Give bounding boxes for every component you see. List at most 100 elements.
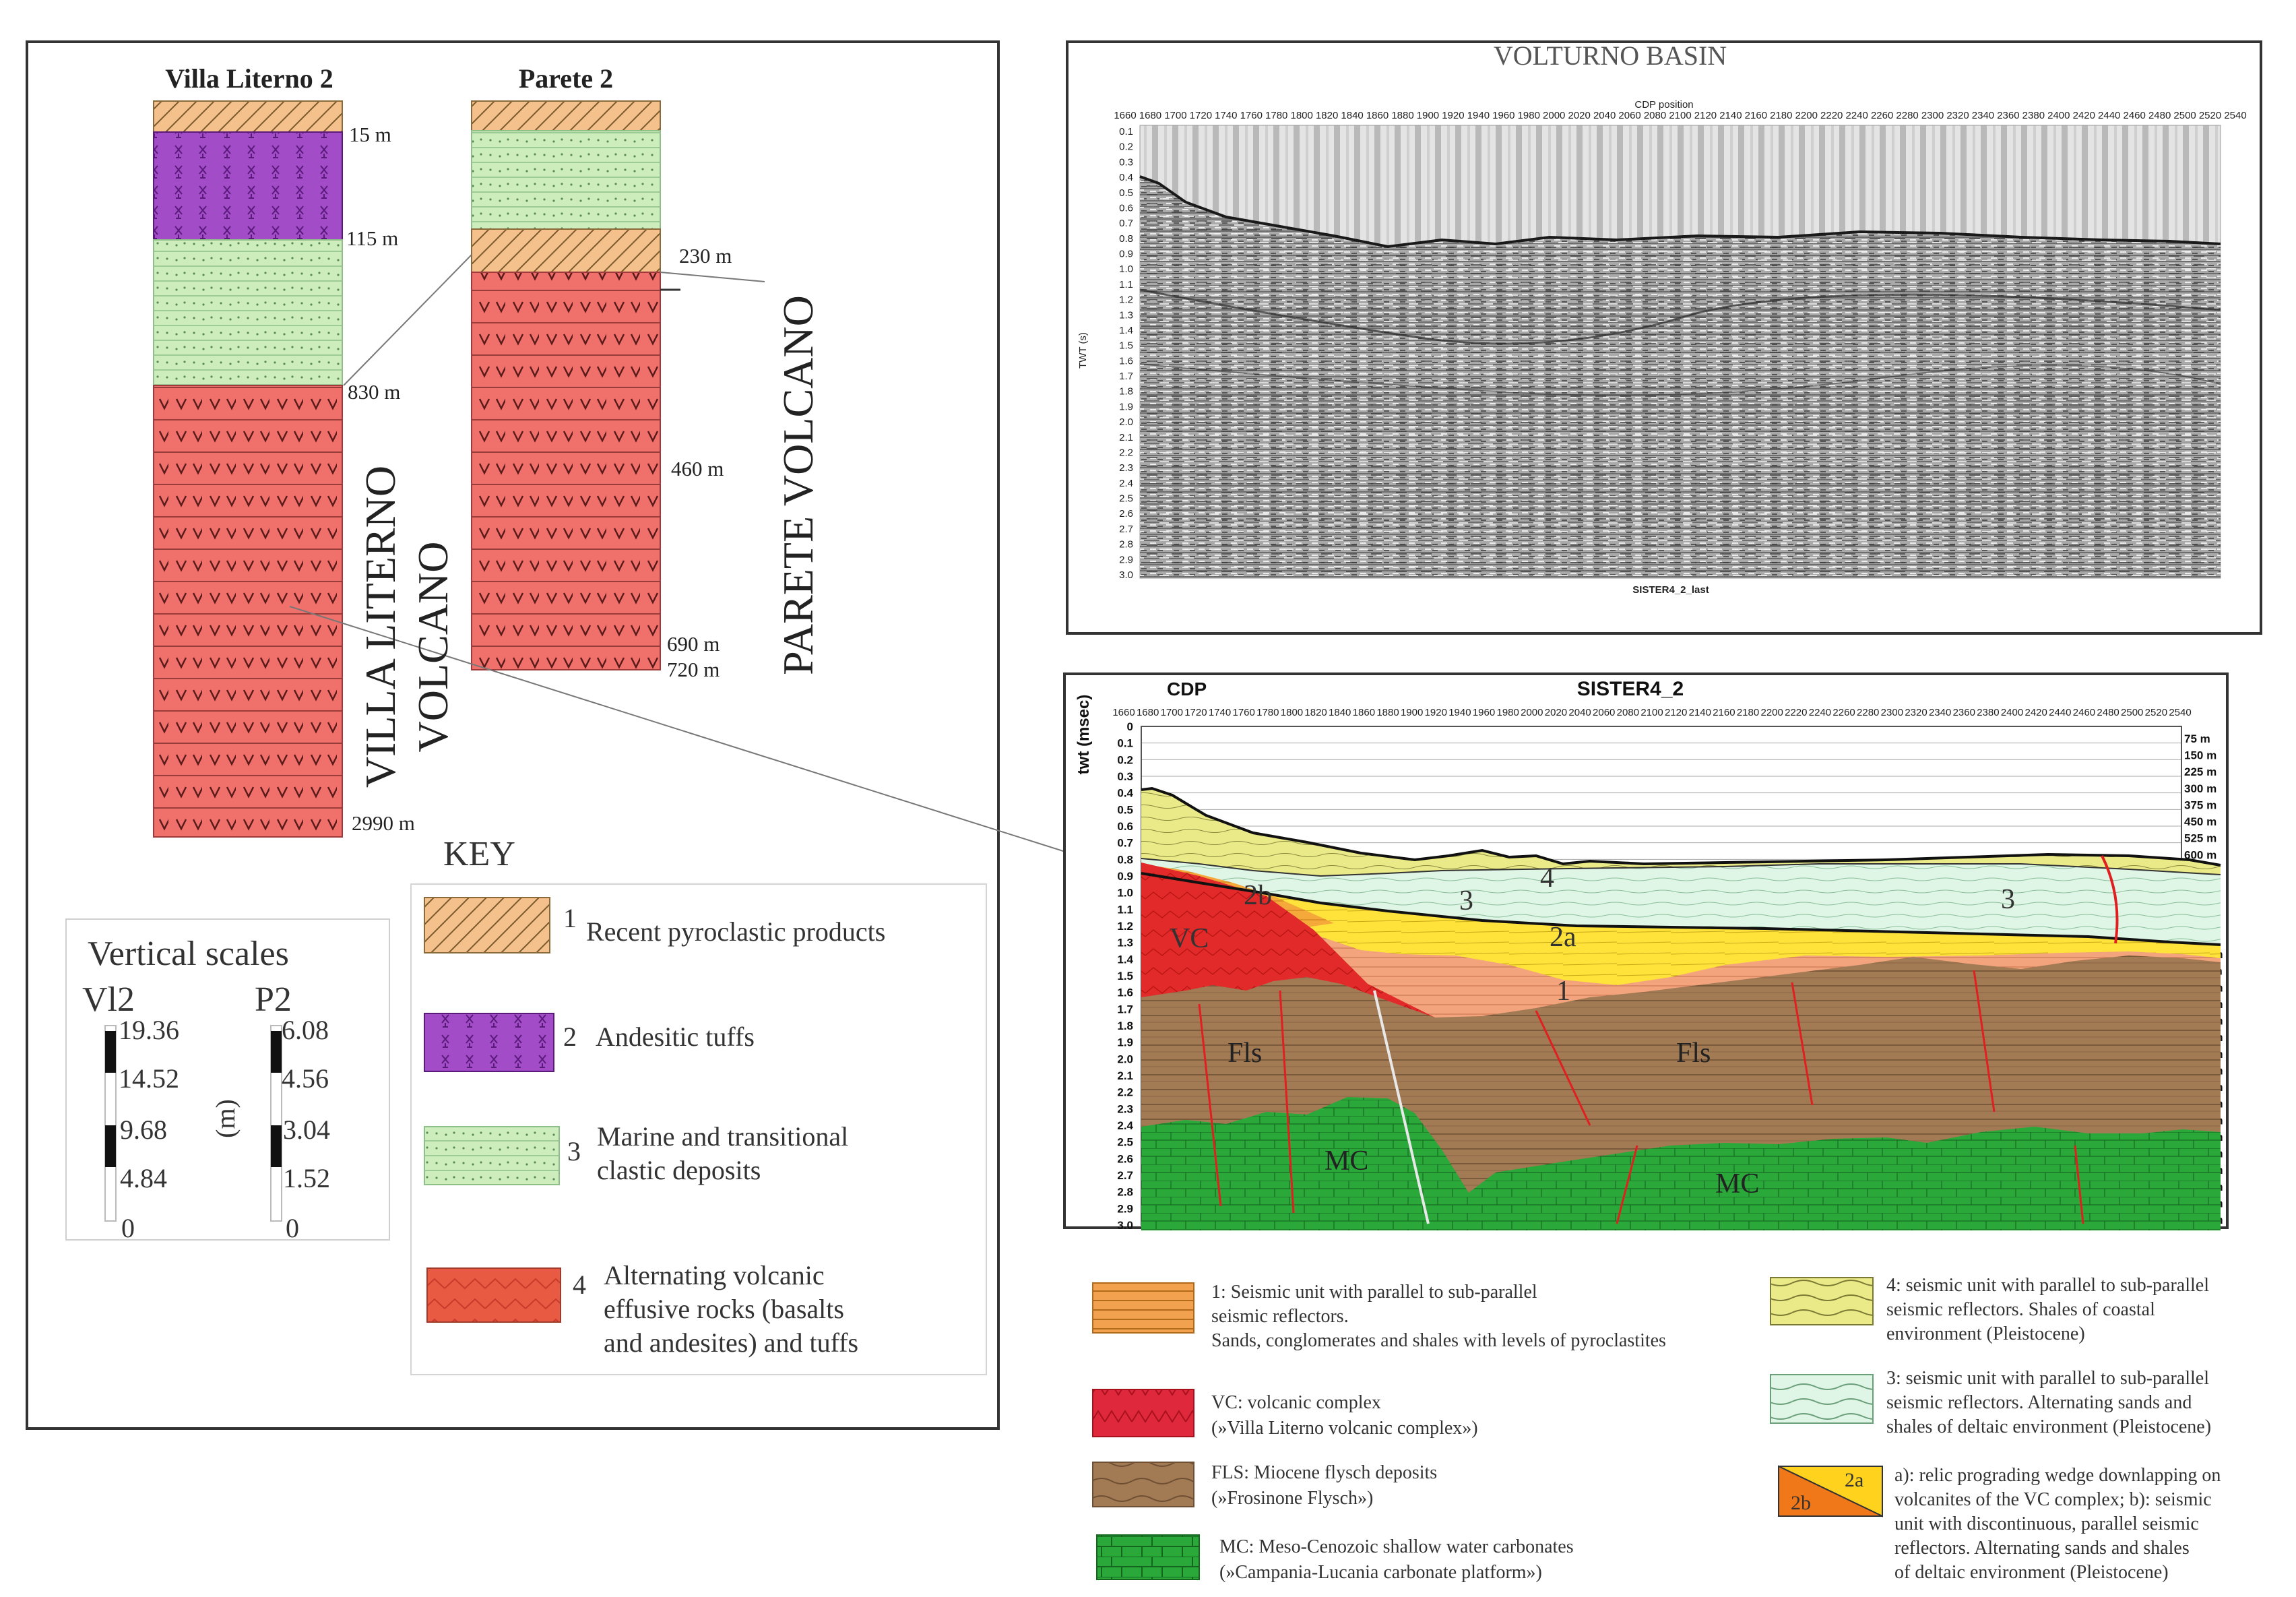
interpreted-depth-tick: 450 m <box>2184 815 2217 828</box>
interpreted-twt-tick: 1.3 <box>1117 937 1133 949</box>
seismic-cdp-tick: 1900 <box>1417 110 1439 121</box>
interpreted-twt-tick: 0 <box>1127 720 1133 733</box>
seismic-cdp-tick: 2460 <box>2123 110 2145 121</box>
vl2-scale-value: 4.84 <box>120 1163 167 1193</box>
column-title-parete: Parete 2 <box>519 63 613 94</box>
fault-line <box>1973 970 1996 1113</box>
interpreted-yaxis-label: twt (msec) <box>1075 695 1093 775</box>
seismic-twt-tick: 3.0 <box>1119 569 1133 581</box>
p2-depth-230: 230 m <box>679 244 732 268</box>
carbonates-mc <box>1141 1097 2221 1230</box>
seismic-cdp-tick: 2040 <box>1593 110 1616 121</box>
seismic-twt-tick: 1.7 <box>1119 371 1133 382</box>
villa-literno-column <box>153 100 343 838</box>
seismic-yaxis-label: TWT (s) <box>1077 332 1089 369</box>
seismic-cdp-tick: 2180 <box>1770 110 1792 121</box>
interpreted-twt-tick: 0.1 <box>1117 737 1133 750</box>
interpreted-depth-tick: 375 m <box>2184 798 2217 811</box>
seismic-cdp-tick: 2320 <box>1946 110 1969 121</box>
seismic-cdp-tick: 2380 <box>2022 110 2045 121</box>
p2-scale-value: 4.56 <box>282 1063 329 1094</box>
seismic-cdp-tick: 2280 <box>1896 110 1918 121</box>
key-item-2: 2 Andesitic tuffs <box>424 1013 755 1072</box>
interpreted-cdp-tick: 1680 <box>1137 707 1159 718</box>
interpreted-twt-tick: 2.8 <box>1117 1186 1133 1199</box>
p2-scale-value: 0 <box>286 1213 299 1243</box>
unit-label-1: 1 <box>1556 976 1570 1007</box>
interpreted-twt-tick: 0.5 <box>1117 803 1133 816</box>
interpreted-twt-tick: 2.7 <box>1117 1169 1133 1182</box>
correlation-line-vl-section <box>289 606 1143 877</box>
interpreted-cdp-tick: 2040 <box>1568 707 1591 718</box>
seismic-cdp-tick: 1740 <box>1215 110 1237 121</box>
legend-item-unit2: 2a 2b a): relic prograding wedge downlap… <box>1778 1465 2221 1583</box>
vl-layer-andesitic-tuff <box>153 131 343 241</box>
fault-line-main <box>1373 990 1430 1224</box>
p2-layer-pyroclastic-top <box>471 100 661 131</box>
interpreted-twt-tick: 1.6 <box>1117 987 1133 999</box>
interpreted-twt-tick: 0.4 <box>1117 787 1133 800</box>
interpreted-twt-tick: 1.0 <box>1117 887 1133 900</box>
unit-label-mc: MC <box>1325 1146 1368 1177</box>
interpreted-cdp-tick: 2460 <box>2073 707 2095 718</box>
interpreted-depth-tick: 525 m <box>2184 832 2217 845</box>
fault-line <box>2101 855 2119 944</box>
seismic-cdp-tick: 1860 <box>1366 110 1389 121</box>
legend-text: FLS: Miocene flysch deposits <box>1211 1462 1437 1483</box>
seismic-twt-tick: 2.8 <box>1119 539 1133 551</box>
legend-text: 4: seismic unit with parallel to sub-par… <box>1886 1275 2209 1296</box>
key-item-number: 3 <box>567 1136 581 1166</box>
correlation-line-vl-p2 <box>343 254 472 386</box>
seismic-cdp-tick: 2520 <box>2199 110 2221 121</box>
interpreted-cdp-tick: 1760 <box>1232 707 1254 718</box>
interpreted-twt-tick: 2.6 <box>1117 1152 1133 1165</box>
vl2-scale-value: 0 <box>121 1213 135 1243</box>
seismic-twt-tick: 0.4 <box>1119 172 1133 183</box>
interpreted-cdp-tick: 2200 <box>1760 707 1783 718</box>
legend-text: reflectors. Alternating sands and shales <box>1894 1538 2190 1559</box>
seismic-twt-tick: 2.0 <box>1119 416 1133 428</box>
interpreted-twt-tick: 0.3 <box>1117 770 1133 783</box>
interpreted-depth-tick: 225 m <box>2184 765 2217 778</box>
vl-depth-2990: 2990 m <box>352 811 415 835</box>
seismic-cdp-tick: 2420 <box>2073 110 2095 121</box>
seismic-twt-tick: 1.1 <box>1119 279 1133 290</box>
legend-text: MC: Meso-Cenozoic shallow water carbonat… <box>1219 1536 1574 1557</box>
seismic-twt-tick: 2.3 <box>1119 462 1133 474</box>
scale-vl2-label: Vl2 <box>82 980 135 1019</box>
legend-text: Sands, conglomerates and shales with lev… <box>1211 1330 1666 1351</box>
seismic-cdp-tick: 1880 <box>1391 110 1413 121</box>
legend-text: of deltaic environment (Pleistocene) <box>1894 1562 2169 1583</box>
seismic-twt-tick: 0.5 <box>1119 187 1133 199</box>
seismic-twt-tick: 1.8 <box>1119 386 1133 398</box>
unit-label-2a: 2a <box>1550 922 1576 953</box>
key-item-text: clastic deposits <box>597 1155 761 1185</box>
vl-layer-volcanic <box>153 385 343 838</box>
villa-literno-volcano-label-1: VILLA LITERNO <box>356 466 404 788</box>
interpreted-cdp-tick: 1820 <box>1304 707 1327 718</box>
seismic-twt-tick: 1.0 <box>1119 263 1133 275</box>
legend-text: (»Campania-Lucania carbonate platform») <box>1219 1562 1542 1583</box>
interpreted-cdp-tick: 2080 <box>1617 707 1639 718</box>
interpreted-cdp-tick: 1660 <box>1112 707 1135 718</box>
fault-line <box>1616 1145 1638 1224</box>
seismic-cdp-tick: 1960 <box>1492 110 1514 121</box>
seismic-twt-tick: 0.2 <box>1119 142 1133 153</box>
interpreted-twt-tick: 1.5 <box>1117 970 1133 982</box>
seismic-cdp-tick: 2500 <box>2173 110 2196 121</box>
legend-text: unit with discontinuous, parallel seismi… <box>1894 1513 2199 1534</box>
interpreted-cdp-tick: 2300 <box>1881 707 1903 718</box>
interpreted-cdp-tick: 1720 <box>1184 707 1207 718</box>
interpreted-depth-tick: 75 m <box>2184 732 2210 745</box>
key-swatch-clastic <box>424 1126 560 1185</box>
legend-item-vc: VC: volcanic complex (»Villa Literno vol… <box>1092 1389 1478 1439</box>
seismic-image <box>1139 125 2221 579</box>
p2-depth-460: 460 m <box>671 457 724 480</box>
seismic-cdp-tick: 2540 <box>2224 110 2246 121</box>
seismic-cdp-ticks: 1660 1680 1700 1720 1740 1760 1780 1800 1820 1840… <box>1114 110 2246 121</box>
interpreted-cdp-tick: 1860 <box>1353 707 1375 718</box>
reflector-horizon <box>1139 288 2221 345</box>
legend-swatch-unit4 <box>1770 1277 1874 1325</box>
seismic-twt-tick: 2.9 <box>1119 554 1133 565</box>
